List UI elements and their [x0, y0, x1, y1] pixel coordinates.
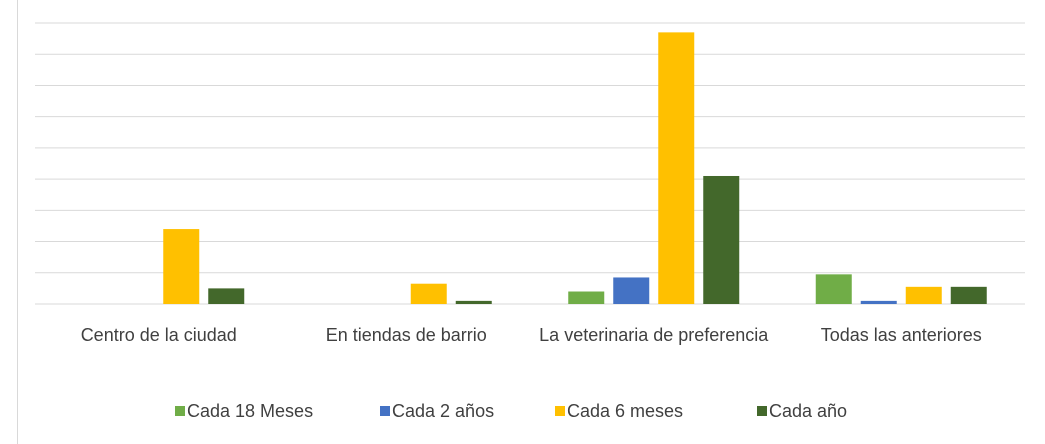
- bar: [703, 175, 740, 304]
- bar: [860, 300, 897, 304]
- legend-label: Cada año: [769, 401, 847, 421]
- bar: [410, 283, 447, 304]
- bar: [905, 286, 942, 304]
- legend-label: Cada 18 Meses: [187, 401, 313, 421]
- legend-swatch: [175, 406, 185, 416]
- legend-label: Cada 6 meses: [567, 401, 683, 421]
- bar: [163, 229, 200, 304]
- bar: [658, 32, 695, 304]
- x-tick-label: La veterinaria de preferencia: [539, 325, 769, 345]
- bar: [568, 291, 605, 304]
- x-tick-label: Centro de la ciudad: [80, 325, 237, 345]
- bar: [613, 277, 650, 304]
- legend-swatch: [555, 406, 565, 416]
- x-tick-label: Todas las anteriores: [820, 325, 982, 345]
- legend-label: Cada 2 años: [392, 401, 494, 421]
- bar: [950, 286, 987, 304]
- legend-swatch: [380, 406, 390, 416]
- bar: [815, 274, 852, 304]
- legend-swatch: [757, 406, 767, 416]
- bar: [455, 300, 492, 304]
- x-tick-label: En tiendas de barrio: [325, 325, 487, 345]
- bar: [208, 288, 245, 304]
